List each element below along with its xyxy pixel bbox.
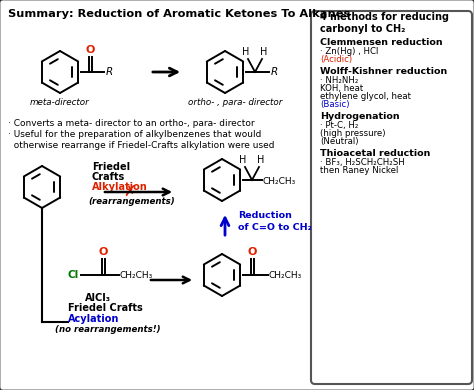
Text: Crafts: Crafts <box>92 172 125 182</box>
Text: (rearrangements): (rearrangements) <box>88 197 175 206</box>
Text: O: O <box>248 247 257 257</box>
Text: · Pt-C, H₂: · Pt-C, H₂ <box>320 121 358 130</box>
Text: Friedel Crafts: Friedel Crafts <box>68 303 143 313</box>
Text: Thioacetal reduction: Thioacetal reduction <box>320 149 430 158</box>
Text: H: H <box>242 47 250 57</box>
Text: of C=O to CH₂: of C=O to CH₂ <box>238 223 312 232</box>
Text: Hydrogenation: Hydrogenation <box>320 112 400 121</box>
Text: O: O <box>99 247 108 257</box>
Text: CH₂CH₃: CH₂CH₃ <box>263 177 296 186</box>
Text: R: R <box>106 67 113 77</box>
Text: · NH₂NH₂: · NH₂NH₂ <box>320 76 358 85</box>
Text: ortho- , para- director: ortho- , para- director <box>188 98 282 107</box>
Text: H: H <box>257 155 264 165</box>
Text: (high pressure): (high pressure) <box>320 129 385 138</box>
Text: O: O <box>86 45 95 55</box>
Text: · BF₃, H₂SCH₂CH₂SH: · BF₃, H₂SCH₂CH₂SH <box>320 158 405 167</box>
Text: (Acidic): (Acidic) <box>320 55 352 64</box>
FancyBboxPatch shape <box>311 11 472 384</box>
Text: otherwise rearrange if Friedel-Crafts alkylation were used: otherwise rearrange if Friedel-Crafts al… <box>8 141 274 150</box>
Text: meta-director: meta-director <box>30 98 90 107</box>
Text: Wolff-Kishner reduction: Wolff-Kishner reduction <box>320 67 447 76</box>
Text: H: H <box>260 47 268 57</box>
Text: 4 methods for reducing
carbonyl to CH₂: 4 methods for reducing carbonyl to CH₂ <box>320 12 449 34</box>
Text: then Raney Nickel: then Raney Nickel <box>320 166 398 175</box>
Text: Friedel: Friedel <box>92 162 130 172</box>
Text: (no rearrangements!): (no rearrangements!) <box>55 325 161 334</box>
Text: Alkylation: Alkylation <box>92 182 148 192</box>
Text: CH₂CH₃: CH₂CH₃ <box>120 271 153 280</box>
Text: ✗: ✗ <box>124 184 137 200</box>
Text: · Converts a meta- director to an ortho-, para- director: · Converts a meta- director to an ortho-… <box>8 119 255 128</box>
Text: AlCl₃: AlCl₃ <box>85 293 111 303</box>
Text: Clemmensen reduction: Clemmensen reduction <box>320 38 443 47</box>
Text: Summary: Reduction of Aromatic Ketones To Alkanes: Summary: Reduction of Aromatic Ketones T… <box>8 9 350 19</box>
Text: R: R <box>271 67 278 77</box>
Text: CH₂CH₃: CH₂CH₃ <box>269 271 302 280</box>
Text: KOH, heat: KOH, heat <box>320 84 363 93</box>
Text: · Zn(Hg) , HCl: · Zn(Hg) , HCl <box>320 47 378 56</box>
Text: Cl: Cl <box>68 270 79 280</box>
Text: (Neutral): (Neutral) <box>320 137 358 146</box>
Text: · Useful for the preparation of alkylbenzenes that would: · Useful for the preparation of alkylben… <box>8 130 261 139</box>
Text: (Basic): (Basic) <box>320 100 349 109</box>
Text: Acylation: Acylation <box>68 314 119 324</box>
Text: Reduction: Reduction <box>238 211 292 220</box>
Text: H: H <box>239 155 246 165</box>
Text: ethylene glycol, heat: ethylene glycol, heat <box>320 92 411 101</box>
